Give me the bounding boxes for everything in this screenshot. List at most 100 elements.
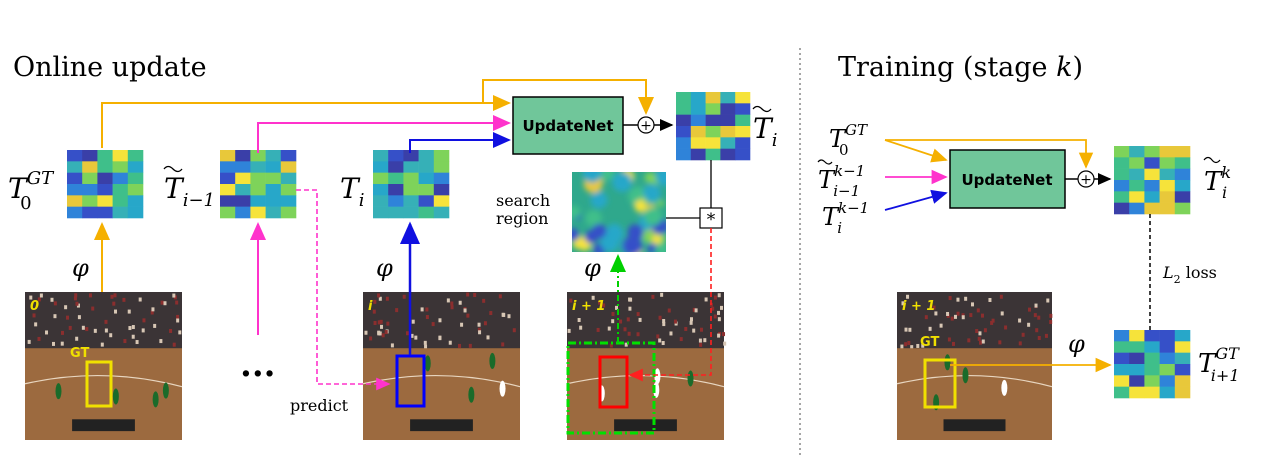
crowd-dot	[438, 336, 442, 341]
heatmap-cell	[97, 206, 113, 219]
crowd-dot	[68, 325, 72, 330]
heatmap-cell	[705, 137, 721, 149]
heatmap-cell	[1129, 330, 1145, 342]
heatmap-cell	[82, 161, 98, 173]
crowd-dot	[694, 308, 698, 313]
heatmap-cell	[433, 184, 450, 196]
crowd-dot	[628, 297, 632, 302]
crowd-dot	[477, 322, 481, 327]
crowd-dot	[448, 340, 452, 345]
online-update-title: Online update	[13, 52, 207, 83]
crowd-dot	[123, 339, 127, 344]
crowd-dot	[113, 293, 117, 298]
crowd-dot	[692, 307, 696, 312]
heatmap-cell	[1114, 180, 1130, 192]
heatmap-cell	[418, 172, 435, 185]
heatmap-cell	[1159, 157, 1176, 169]
crowd-dot	[684, 326, 688, 331]
crowd-dot	[689, 320, 693, 325]
heatmap-cell	[1144, 191, 1160, 203]
heatmap-cell	[373, 172, 389, 185]
crowd-dot	[720, 305, 724, 310]
heatmap-cell	[112, 150, 129, 162]
crowd-dot	[969, 313, 973, 318]
crowd-dot	[947, 337, 951, 342]
training-video-frame: i + 1 GT	[896, 292, 1053, 440]
crowd-dot	[473, 293, 477, 298]
crowd-dot	[673, 319, 677, 324]
heatmap-cell	[97, 150, 113, 162]
train-phi-label: φ	[1068, 330, 1085, 358]
crowd-dot	[431, 322, 435, 327]
tilde-t-prev	[163, 165, 183, 173]
phi-label-search: φ	[584, 254, 601, 282]
crowd-dot	[378, 296, 382, 301]
crowd-dot	[483, 321, 487, 326]
crowd-dot	[651, 294, 655, 299]
heatmap-cell	[418, 206, 435, 219]
heatmap-cell	[705, 126, 721, 138]
heatmap-cell	[1144, 352, 1160, 365]
heatmap-cell	[1159, 202, 1176, 215]
heatmap-cell	[1144, 364, 1160, 376]
crowd-dot	[983, 328, 987, 333]
search-blob	[612, 172, 633, 192]
heatmap-cell	[676, 148, 692, 161]
heatmap-cell	[690, 92, 706, 104]
scoreboard	[72, 419, 135, 432]
crowd-dot	[921, 343, 925, 348]
crowd-dot	[904, 327, 908, 332]
player	[112, 388, 119, 405]
crowd-dot	[961, 315, 965, 320]
crowd-dot	[1000, 311, 1004, 316]
heatmap-cell	[1144, 375, 1160, 387]
crowd-dot	[172, 293, 176, 298]
heatmap-cell	[280, 172, 297, 185]
heatmap-cell	[720, 126, 736, 138]
crowd-dot	[77, 315, 81, 320]
heatmap-cell	[1114, 191, 1130, 203]
crowd-dot	[424, 344, 428, 349]
heatmap-cell	[676, 137, 692, 149]
heatmap-cell	[1114, 202, 1130, 215]
updatenet-label-training: UpdateNet	[961, 171, 1052, 189]
search-blob	[657, 199, 665, 207]
crowd-dot	[614, 305, 618, 310]
player	[1001, 379, 1008, 396]
heatmap-cell	[1114, 330, 1130, 342]
crowd-dot	[425, 315, 429, 320]
crowd-dot	[569, 298, 573, 303]
heatmap-cell	[265, 150, 282, 162]
heatmap-cell	[1174, 157, 1191, 169]
crowd-dot	[75, 301, 79, 306]
player	[55, 383, 62, 400]
crowd-dot	[458, 300, 462, 305]
heatmap-cell	[388, 172, 404, 185]
crowd-dot	[141, 328, 145, 333]
training-output-heatmap	[1114, 146, 1191, 215]
heatmap-cell	[97, 195, 113, 207]
heatmap-cell	[265, 184, 282, 196]
heatmap-cell	[735, 126, 751, 138]
player	[944, 354, 951, 371]
crowd-dot	[66, 315, 70, 320]
heatmap-cell	[690, 114, 706, 127]
crowd-dot	[1018, 318, 1022, 323]
crowd-dot	[679, 337, 683, 342]
crowd-dot	[163, 301, 167, 306]
crowd-dot	[169, 328, 173, 333]
heatmap-cell	[403, 172, 419, 185]
heatmap-cell	[690, 103, 706, 115]
orange-skip-connection	[101, 79, 654, 148]
heatmap-cell	[265, 195, 282, 207]
heatmap-cell	[676, 92, 692, 104]
heatmap-cell	[250, 150, 266, 162]
heatmap-cell	[735, 103, 751, 115]
crowd-dot	[60, 341, 64, 346]
heatmap-cell	[67, 172, 83, 185]
crowd-dot	[717, 333, 721, 338]
crowd-dot	[380, 324, 384, 329]
crowd-dot	[159, 339, 163, 344]
crowd-dot	[1027, 307, 1031, 312]
heatmap-cell	[220, 206, 236, 219]
